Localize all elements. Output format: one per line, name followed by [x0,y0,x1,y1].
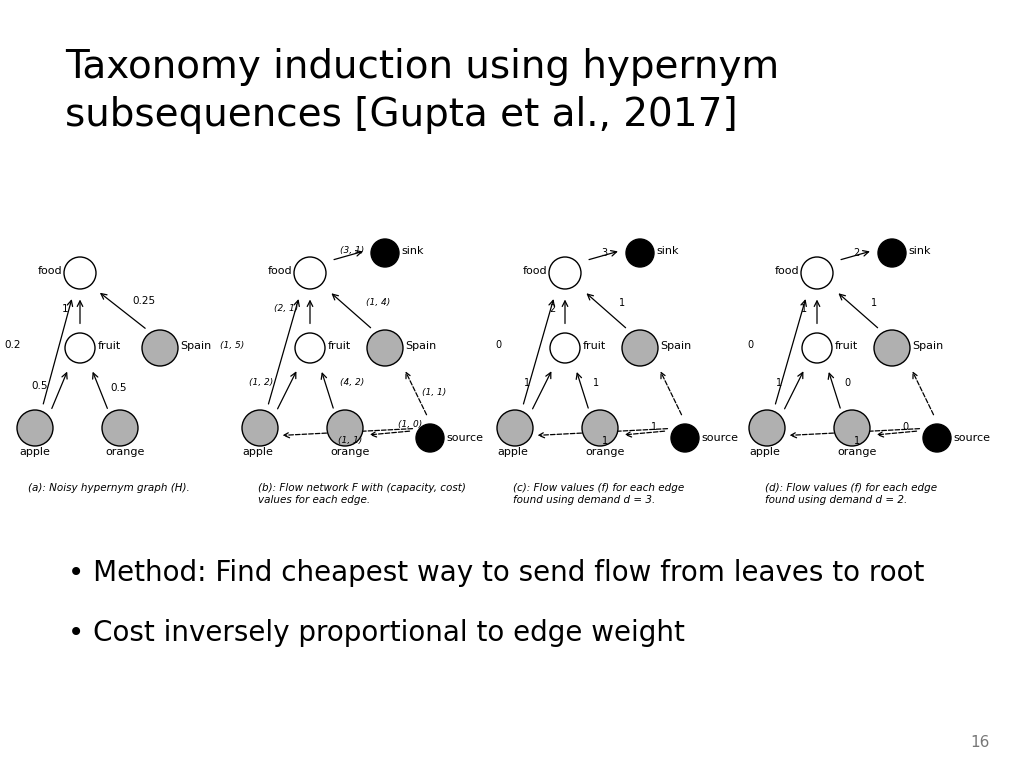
Text: Taxonomy induction using hypernym
subsequences [Gupta et al., 2017]: Taxonomy induction using hypernym subseq… [65,48,779,134]
Text: 2: 2 [853,248,859,258]
Circle shape [874,330,910,366]
Text: (1, 1): (1, 1) [338,436,362,445]
Text: 1: 1 [593,378,599,388]
Circle shape [294,257,326,289]
Text: sink: sink [908,246,931,256]
Text: 1: 1 [801,303,807,313]
Text: Spain: Spain [912,341,943,351]
Circle shape [550,333,580,363]
Text: (2, 1): (2, 1) [273,304,298,313]
Text: 1: 1 [854,436,860,446]
Circle shape [102,410,138,446]
Circle shape [371,239,399,267]
Circle shape [142,330,178,366]
Text: • Cost inversely proportional to edge weight: • Cost inversely proportional to edge we… [68,619,685,647]
Text: • Method: Find cheapest way to send flow from leaves to root: • Method: Find cheapest way to send flow… [68,559,925,587]
Text: fruit: fruit [98,341,121,351]
Circle shape [242,410,278,446]
Text: (d): Flow values (f) for each edge
found using demand d = 2.: (d): Flow values (f) for each edge found… [765,483,937,505]
Text: source: source [953,433,990,443]
Text: 16: 16 [971,735,990,750]
Circle shape [749,410,785,446]
Text: (b): Flow network F with (capacity, cost)
values for each edge.: (b): Flow network F with (capacity, cost… [258,483,466,505]
Text: (1, 2): (1, 2) [249,379,273,388]
Text: 1: 1 [61,303,68,313]
Text: (a): Noisy hypernym graph (H).: (a): Noisy hypernym graph (H). [28,483,189,493]
Text: apple: apple [750,447,780,457]
Text: 0: 0 [902,422,908,432]
Circle shape [497,410,534,446]
Text: apple: apple [243,447,273,457]
Text: sink: sink [401,246,424,256]
Circle shape [295,333,325,363]
Text: orange: orange [586,447,625,457]
Text: apple: apple [19,447,50,457]
Circle shape [622,330,658,366]
Circle shape [327,410,362,446]
Text: orange: orange [838,447,877,457]
Circle shape [923,424,951,452]
Text: 0.5: 0.5 [110,383,127,393]
Circle shape [801,257,833,289]
Circle shape [834,410,870,446]
Text: 1: 1 [776,378,782,388]
Text: 0.25: 0.25 [132,296,155,306]
Text: food: food [37,266,62,276]
Circle shape [549,257,581,289]
Text: apple: apple [498,447,528,457]
Text: 0.5: 0.5 [31,381,47,391]
Circle shape [367,330,403,366]
Text: (1, 4): (1, 4) [366,298,390,307]
Text: 1: 1 [524,378,530,388]
Text: food: food [774,266,799,276]
Text: (1, 0): (1, 0) [397,421,422,429]
Text: orange: orange [331,447,370,457]
Text: fruit: fruit [328,341,351,351]
Text: (4, 2): (4, 2) [340,379,364,388]
Text: 0.2: 0.2 [4,340,22,350]
Text: 1: 1 [870,297,877,307]
Text: (c): Flow values (f) for each edge
found using demand d = 3.: (c): Flow values (f) for each edge found… [513,483,684,505]
Circle shape [65,333,95,363]
Circle shape [878,239,906,267]
Text: (3, 1): (3, 1) [340,247,365,256]
Text: Spain: Spain [660,341,691,351]
Text: Spain: Spain [180,341,211,351]
Circle shape [626,239,654,267]
Text: Spain: Spain [406,341,436,351]
Text: 1: 1 [650,422,656,432]
Text: fruit: fruit [835,341,858,351]
Text: 1: 1 [602,436,608,446]
Text: 3: 3 [601,248,607,258]
Text: orange: orange [105,447,144,457]
Text: 0: 0 [746,340,753,350]
Circle shape [671,424,699,452]
Text: 1: 1 [618,297,625,307]
Circle shape [17,410,53,446]
Text: sink: sink [656,246,679,256]
Circle shape [416,424,444,452]
Text: source: source [446,433,483,443]
Text: (1, 5): (1, 5) [220,341,244,350]
Text: food: food [267,266,292,276]
Text: fruit: fruit [583,341,606,351]
Circle shape [802,333,831,363]
Text: 0: 0 [495,340,501,350]
Text: source: source [701,433,738,443]
Circle shape [582,410,618,446]
Text: 0: 0 [845,378,851,388]
Text: 2: 2 [549,303,555,313]
Text: food: food [522,266,547,276]
Text: (1, 1): (1, 1) [423,389,446,398]
Circle shape [63,257,96,289]
